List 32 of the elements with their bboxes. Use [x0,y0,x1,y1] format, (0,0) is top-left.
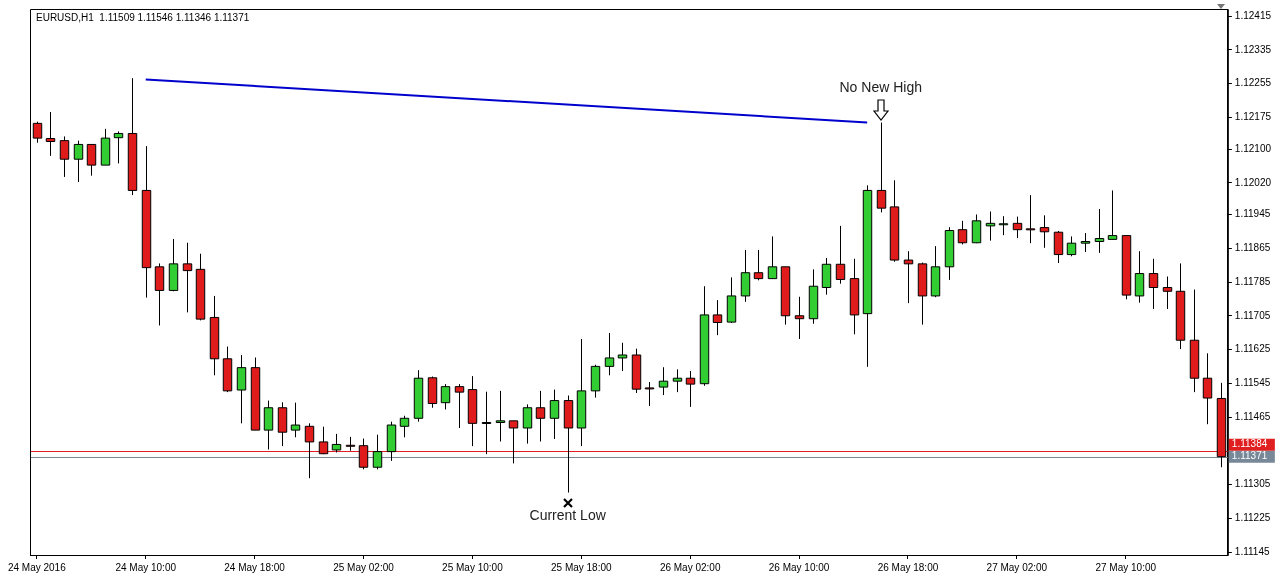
x-tick-label: 27 May 02:00 [986,561,1048,573]
y-tick-label: 1.12020 [1234,176,1272,188]
x-tick-label: 25 May 18:00 [550,561,613,573]
x-tick-label: 26 May 18:00 [877,561,939,573]
y-tick-label: 1.11145 [1234,545,1270,557]
annotation: No New High [839,79,922,96]
x-tick-label: 24 May 10:00 [115,561,177,573]
y-tick-label: 1.11465 [1234,410,1271,422]
x-tick-label: 26 May 10:00 [768,561,830,573]
y-tick-label: 1.12255 [1234,77,1272,89]
ref-line-label: 1.11371 [1231,450,1268,462]
x-tick-label: 24 May 2016 [7,561,67,573]
y-tick-label: 1.11225 [1234,512,1271,524]
x-tick-label: 27 May 10:00 [1095,561,1157,573]
y-tick-label: 1.12335 [1234,43,1272,55]
y-tick-label: 1.11705 [1234,309,1271,321]
y-tick-label: 1.11305 [1234,478,1271,490]
annotation: Current Low [529,507,607,524]
x-tick-label: 24 May 18:00 [224,561,286,573]
y-tick-label: 1.11945 [1234,208,1271,220]
y-tick-label: 1.12175 [1234,111,1272,123]
y-tick-label: 1.11785 [1234,275,1271,287]
x-tick-label: 26 May 02:00 [659,561,721,573]
x-tick-label: 25 May 02:00 [333,561,395,573]
chart-title: EURUSD,H1 1.11509 1.11546 1.11346 1.11371 [36,11,250,23]
y-tick-label: 1.11625 [1234,343,1271,355]
ref-line-label: 1.11384 [1231,438,1268,450]
x-tick-label: 25 May 10:00 [442,561,504,573]
y-tick-label: 1.12415 [1234,9,1272,21]
y-tick-label: 1.11865 [1234,241,1271,253]
y-tick-label: 1.11545 [1234,377,1271,389]
y-tick-label: 1.12100 [1234,142,1272,154]
